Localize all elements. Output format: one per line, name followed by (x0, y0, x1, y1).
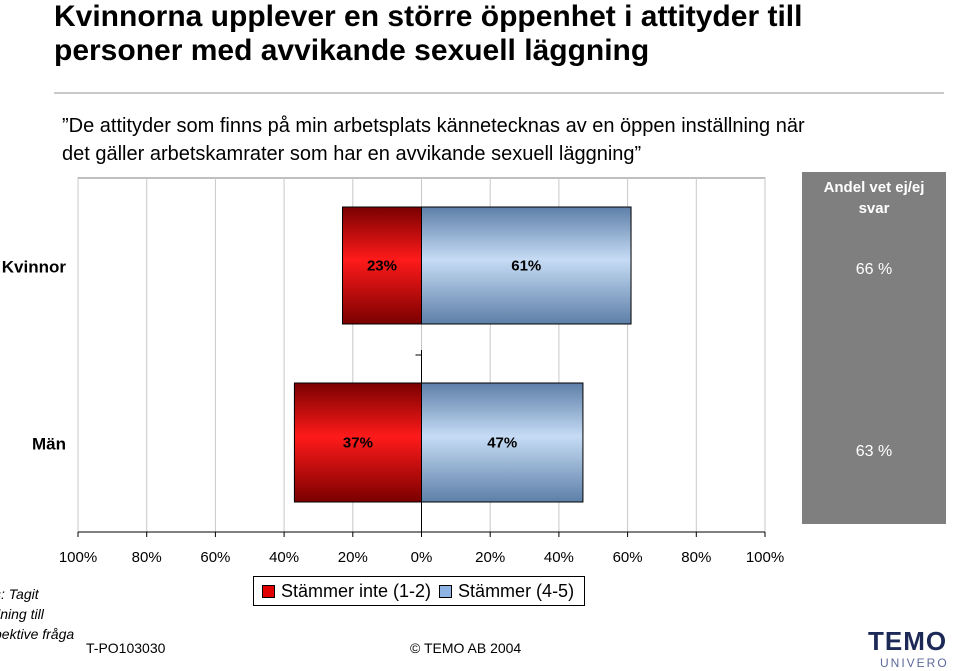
title-divider (54, 92, 944, 94)
univero-logo-text: UNIVERO (880, 656, 949, 670)
footnote-line-1: s: Tagit (0, 586, 39, 602)
x-tick-label: 60% (200, 549, 230, 566)
x-tick-label: 20% (475, 549, 505, 566)
question-line-1: ”De attityder som finns på min arbetspla… (62, 115, 805, 137)
chart-legend: Stämmer inte (1-2) Stämmer (4-5) (253, 576, 585, 606)
legend-item-negative: Stämmer inte (1-2) (262, 581, 431, 602)
bar-negative-män (293, 382, 422, 503)
question-line-2: det gäller arbetskamrater som har en avv… (62, 143, 642, 165)
panel-header-line-1: Andel vet ej/ej (824, 179, 925, 196)
category-label: Kvinnor (2, 258, 67, 277)
legend-label-positive: Stämmer (4-5) (458, 580, 575, 601)
temo-logo: TEMO (868, 626, 948, 656)
x-tick-label: 100% (59, 549, 97, 566)
bar-negative-kvinnor (341, 206, 422, 325)
legend-item-positive: Stämmer (4-5) (439, 581, 574, 602)
x-tick-label: 80% (681, 549, 711, 566)
x-tick-label: 100% (746, 549, 784, 566)
x-tick-label: 0% (411, 549, 433, 566)
x-tick-label: 20% (338, 549, 368, 566)
footnote-line-2: llning till (0, 606, 44, 622)
footnote-line-3: pektive fråga (0, 626, 75, 642)
panel-header-line-2: svar (859, 200, 890, 217)
x-tick-label: 40% (269, 549, 299, 566)
copyright-text: © TEMO AB 2004 (410, 640, 522, 656)
bar-positive-kvinnor (421, 206, 632, 325)
question-text: ”De attityder som finns på min arbetspla… (62, 112, 942, 168)
bar-positive-män (421, 382, 584, 503)
legend-swatch-positive (439, 584, 453, 598)
data-label-negative: 23% (367, 258, 397, 275)
data-label-negative: 37% (343, 435, 373, 452)
footnote: s: Tagit llning till pektive fråga (0, 584, 104, 644)
panel-value: 66 % (856, 261, 892, 278)
page-title: Kvinnorna upplever en större öppenhet i … (54, 0, 954, 68)
dont-know-panel (802, 172, 946, 524)
title-line-2: personer med avvikande sexuell läggning (54, 34, 650, 67)
x-tick-label: 80% (132, 549, 162, 566)
data-label-positive: 47% (487, 435, 517, 452)
title-line-1: Kvinnorna upplever en större öppenhet i … (54, 0, 803, 33)
legend-label-negative: Stämmer inte (1-2) (281, 580, 432, 601)
report-code: T-PO103030 (86, 640, 166, 656)
data-label-positive: 61% (511, 258, 541, 275)
legend-swatch-negative (262, 584, 275, 598)
x-tick-label: 60% (613, 549, 643, 566)
panel-value: 63 % (856, 443, 892, 460)
category-label: Män (32, 435, 66, 454)
x-tick-label: 40% (544, 549, 574, 566)
